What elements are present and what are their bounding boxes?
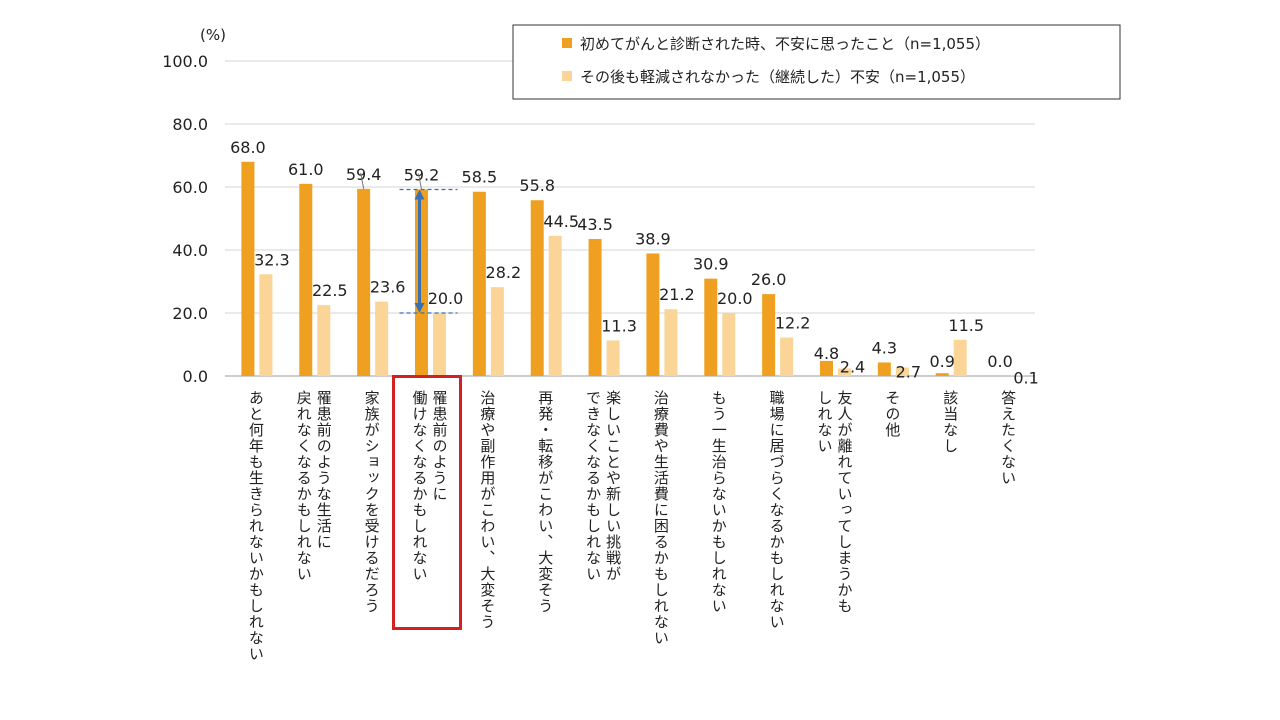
legend: 初めてがんと診断された時、不安に思ったこと（n=1,055） その後も軽減されな… [512,24,1121,100]
bar-continued [259,274,273,376]
data-label-diagnosis: 59.4 [346,165,382,184]
data-label-diagnosis: 55.8 [519,176,555,195]
data-label-continued: 28.2 [486,263,522,282]
data-label-diagnosis: 0.0 [987,352,1012,371]
bar-continued [664,309,678,376]
y-tick-label: 20.0 [172,304,208,323]
data-label-diagnosis: 0.9 [929,352,954,371]
annotations [360,172,458,314]
legend-swatch-continued [562,71,572,81]
category-label: もう一生治らないかもしれない [709,390,728,614]
data-label-continued: 21.2 [659,285,695,304]
difference-arrow-head-up [414,189,425,200]
bar-continued [317,305,331,376]
category-label: 楽しいことや新しい挑戦が できなくなるかもしれない [584,390,623,582]
y-tick-label: 40.0 [172,241,208,260]
bar-continued [953,339,967,376]
category-label: 罹患前のように 働けなくなるかもしれない [410,390,449,582]
data-label-continued: 11.5 [948,316,984,335]
data-label-diagnosis: 43.5 [577,215,613,234]
data-label-diagnosis: 4.8 [814,344,839,363]
data-label-diagnosis: 26.0 [751,270,787,289]
highlight-box [391,375,462,630]
bar-continued [433,313,446,376]
bar-continued [490,287,504,376]
data-label-continued: 22.5 [312,281,348,300]
y-axis-unit-label: (%) [200,26,226,44]
legend-label-continued: その後も軽減されなかった（継続した）不安（n=1,055） [580,68,975,86]
y-axis: 0.0 20.0 40.0 60.0 80.0 100.0 [162,52,208,386]
bar-diagnosis [472,191,486,376]
bar-continued [375,301,389,376]
category-label: その他 [883,390,902,438]
bar-diagnosis [530,200,544,376]
bar-diagnosis [762,294,776,376]
y-tick-label: 100.0 [162,52,208,71]
legend-label-diagnosis: 初めてがんと診断された時、不安に思ったこと（n=1,055） [580,35,990,53]
data-label-continued: 2.4 [840,357,865,376]
data-label-diagnosis: 61.0 [288,160,324,179]
bar-continued [548,235,562,376]
bar-diagnosis [704,278,718,376]
category-label: 職場に居づらくなるかもしれない [767,390,786,630]
bar-diagnosis [877,362,891,376]
category-label: 友人が離れていってしまうかも しれない [815,390,854,614]
data-label-diagnosis: 68.0 [230,138,266,157]
bar-diagnosis [241,161,255,376]
data-label-continued: 11.3 [601,316,637,335]
category-label: 治療や副作用がこわい、大変そう [478,390,497,630]
data-label-diagnosis: 30.9 [693,255,729,274]
y-tick-label: 60.0 [172,178,208,197]
label-leader-line [360,172,365,189]
bar-diagnosis [299,183,313,376]
data-label-continued: 20.0 [717,289,753,308]
category-label: 答えたくない [999,390,1018,486]
data-label-continued: 20.0 [428,289,464,308]
label-leader-line [418,173,422,190]
data-label-diagnosis: 58.5 [462,168,498,187]
bars: 68.0 32.3 61.0 22.5 59.4 23.6 59.2 20.0 58.5 28.2… [230,138,1039,388]
legend-frame [512,24,1121,100]
category-label: 再発・転移がこわい、大変そう [536,390,555,614]
data-label-continued: 23.6 [370,278,406,297]
bar-diagnosis [415,189,428,376]
data-label-diagnosis: 59.2 [404,166,440,185]
bar-continued [838,368,851,376]
legend-swatch-diagnosis [562,38,572,48]
bar-continued [895,367,909,376]
data-label-diagnosis: 4.3 [872,338,897,357]
bar-diagnosis [357,188,371,376]
bar-diagnosis [935,373,949,376]
bar-diagnosis [646,253,660,376]
data-label-continued: 2.7 [896,362,921,381]
category-label: 該当なし [941,390,960,454]
category-label: 家族がショックを受けるだろう [362,390,381,614]
category-label: 治療費や生活費に困るかもしれない [651,390,670,646]
data-label-diagnosis: 38.9 [635,229,671,248]
category-label: あと何年も生きられないかもしれない [246,390,265,662]
data-label-continued: 12.2 [775,314,811,333]
bar-diagnosis [820,360,833,376]
category-label: 罹患前のような生活に 戻れなくなるかもしれない [294,390,333,582]
data-label-continued: 44.5 [543,212,579,231]
bar-diagnosis [588,238,602,376]
y-tick-label: 0.0 [183,367,208,386]
data-label-continued: 0.1 [1013,369,1038,388]
bar-continued [606,340,620,376]
bar-continued [722,313,736,376]
difference-arrow-head-down [414,303,425,313]
data-label-continued: 32.3 [254,250,290,269]
bar-continued [780,337,794,376]
y-tick-label: 80.0 [172,115,208,134]
